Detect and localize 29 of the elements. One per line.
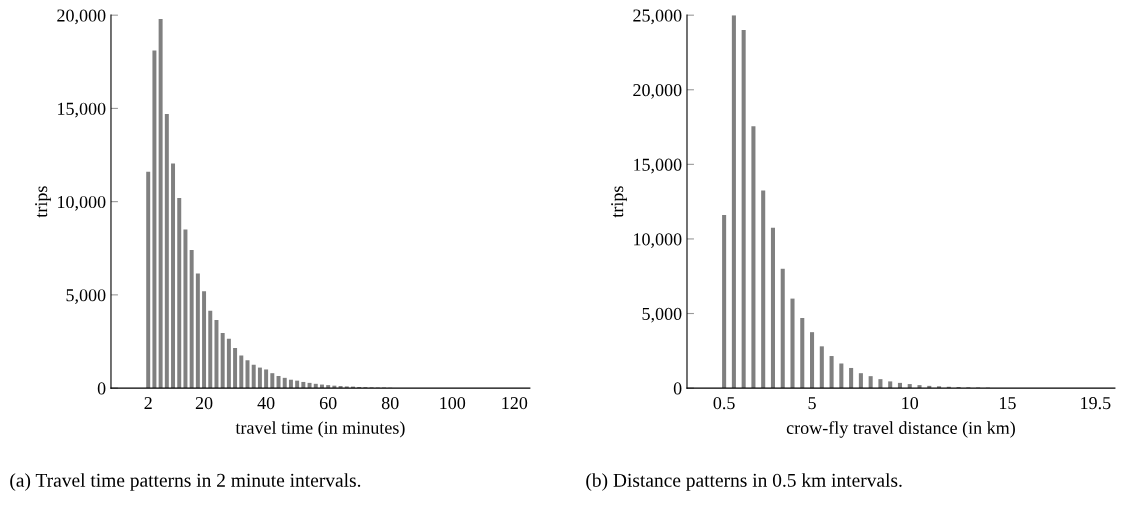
- y-axis-title: trips: [611, 186, 627, 218]
- x-tick-label: 120: [502, 396, 528, 410]
- x-tick-label: 2: [144, 397, 152, 409]
- x-tick-label: 20: [195, 396, 213, 410]
- y-tick-label: 5,000: [66, 289, 106, 304]
- x-tick-label: 100: [440, 396, 466, 410]
- x-axis-title: travel time (in minutes): [235, 421, 405, 438]
- y-tick-label: 15,000: [58, 102, 106, 118]
- y-tick-label: 20,000: [633, 84, 682, 99]
- x-tick-label: 80: [381, 396, 399, 410]
- x-tick-label: 40: [257, 396, 275, 410]
- text: (a) Travel time patterns in 2 minute intervals.: [10, 473, 361, 491]
- x-tick-label: 5: [808, 397, 816, 410]
- y-tick-label: 10,000: [634, 233, 682, 248]
- y-tick-label: 15,000: [634, 158, 682, 174]
- x-tick-label: 19.5: [1081, 397, 1111, 410]
- x-tick-label: 0.5: [713, 396, 735, 410]
- y-tick-label: 0: [97, 382, 106, 395]
- x-axis-title: crow-fly travel distance (in km): [786, 421, 1015, 438]
- y-tick-label: 5,000: [642, 307, 682, 323]
- x-tick-label: 60: [319, 396, 337, 410]
- text: (b) Distance patterns in 0.5 km intervals.: [586, 473, 902, 491]
- y-tick-label: 25,000: [633, 9, 682, 25]
- y-tick-label: 20,000: [57, 9, 106, 25]
- y-tick-label: 10,000: [58, 195, 106, 211]
- y-tick-label: 0: [673, 382, 682, 395]
- y-axis-title: trips: [35, 186, 51, 218]
- x-tick-label: 15: [999, 397, 1016, 410]
- x-tick-label: 10: [902, 396, 919, 410]
